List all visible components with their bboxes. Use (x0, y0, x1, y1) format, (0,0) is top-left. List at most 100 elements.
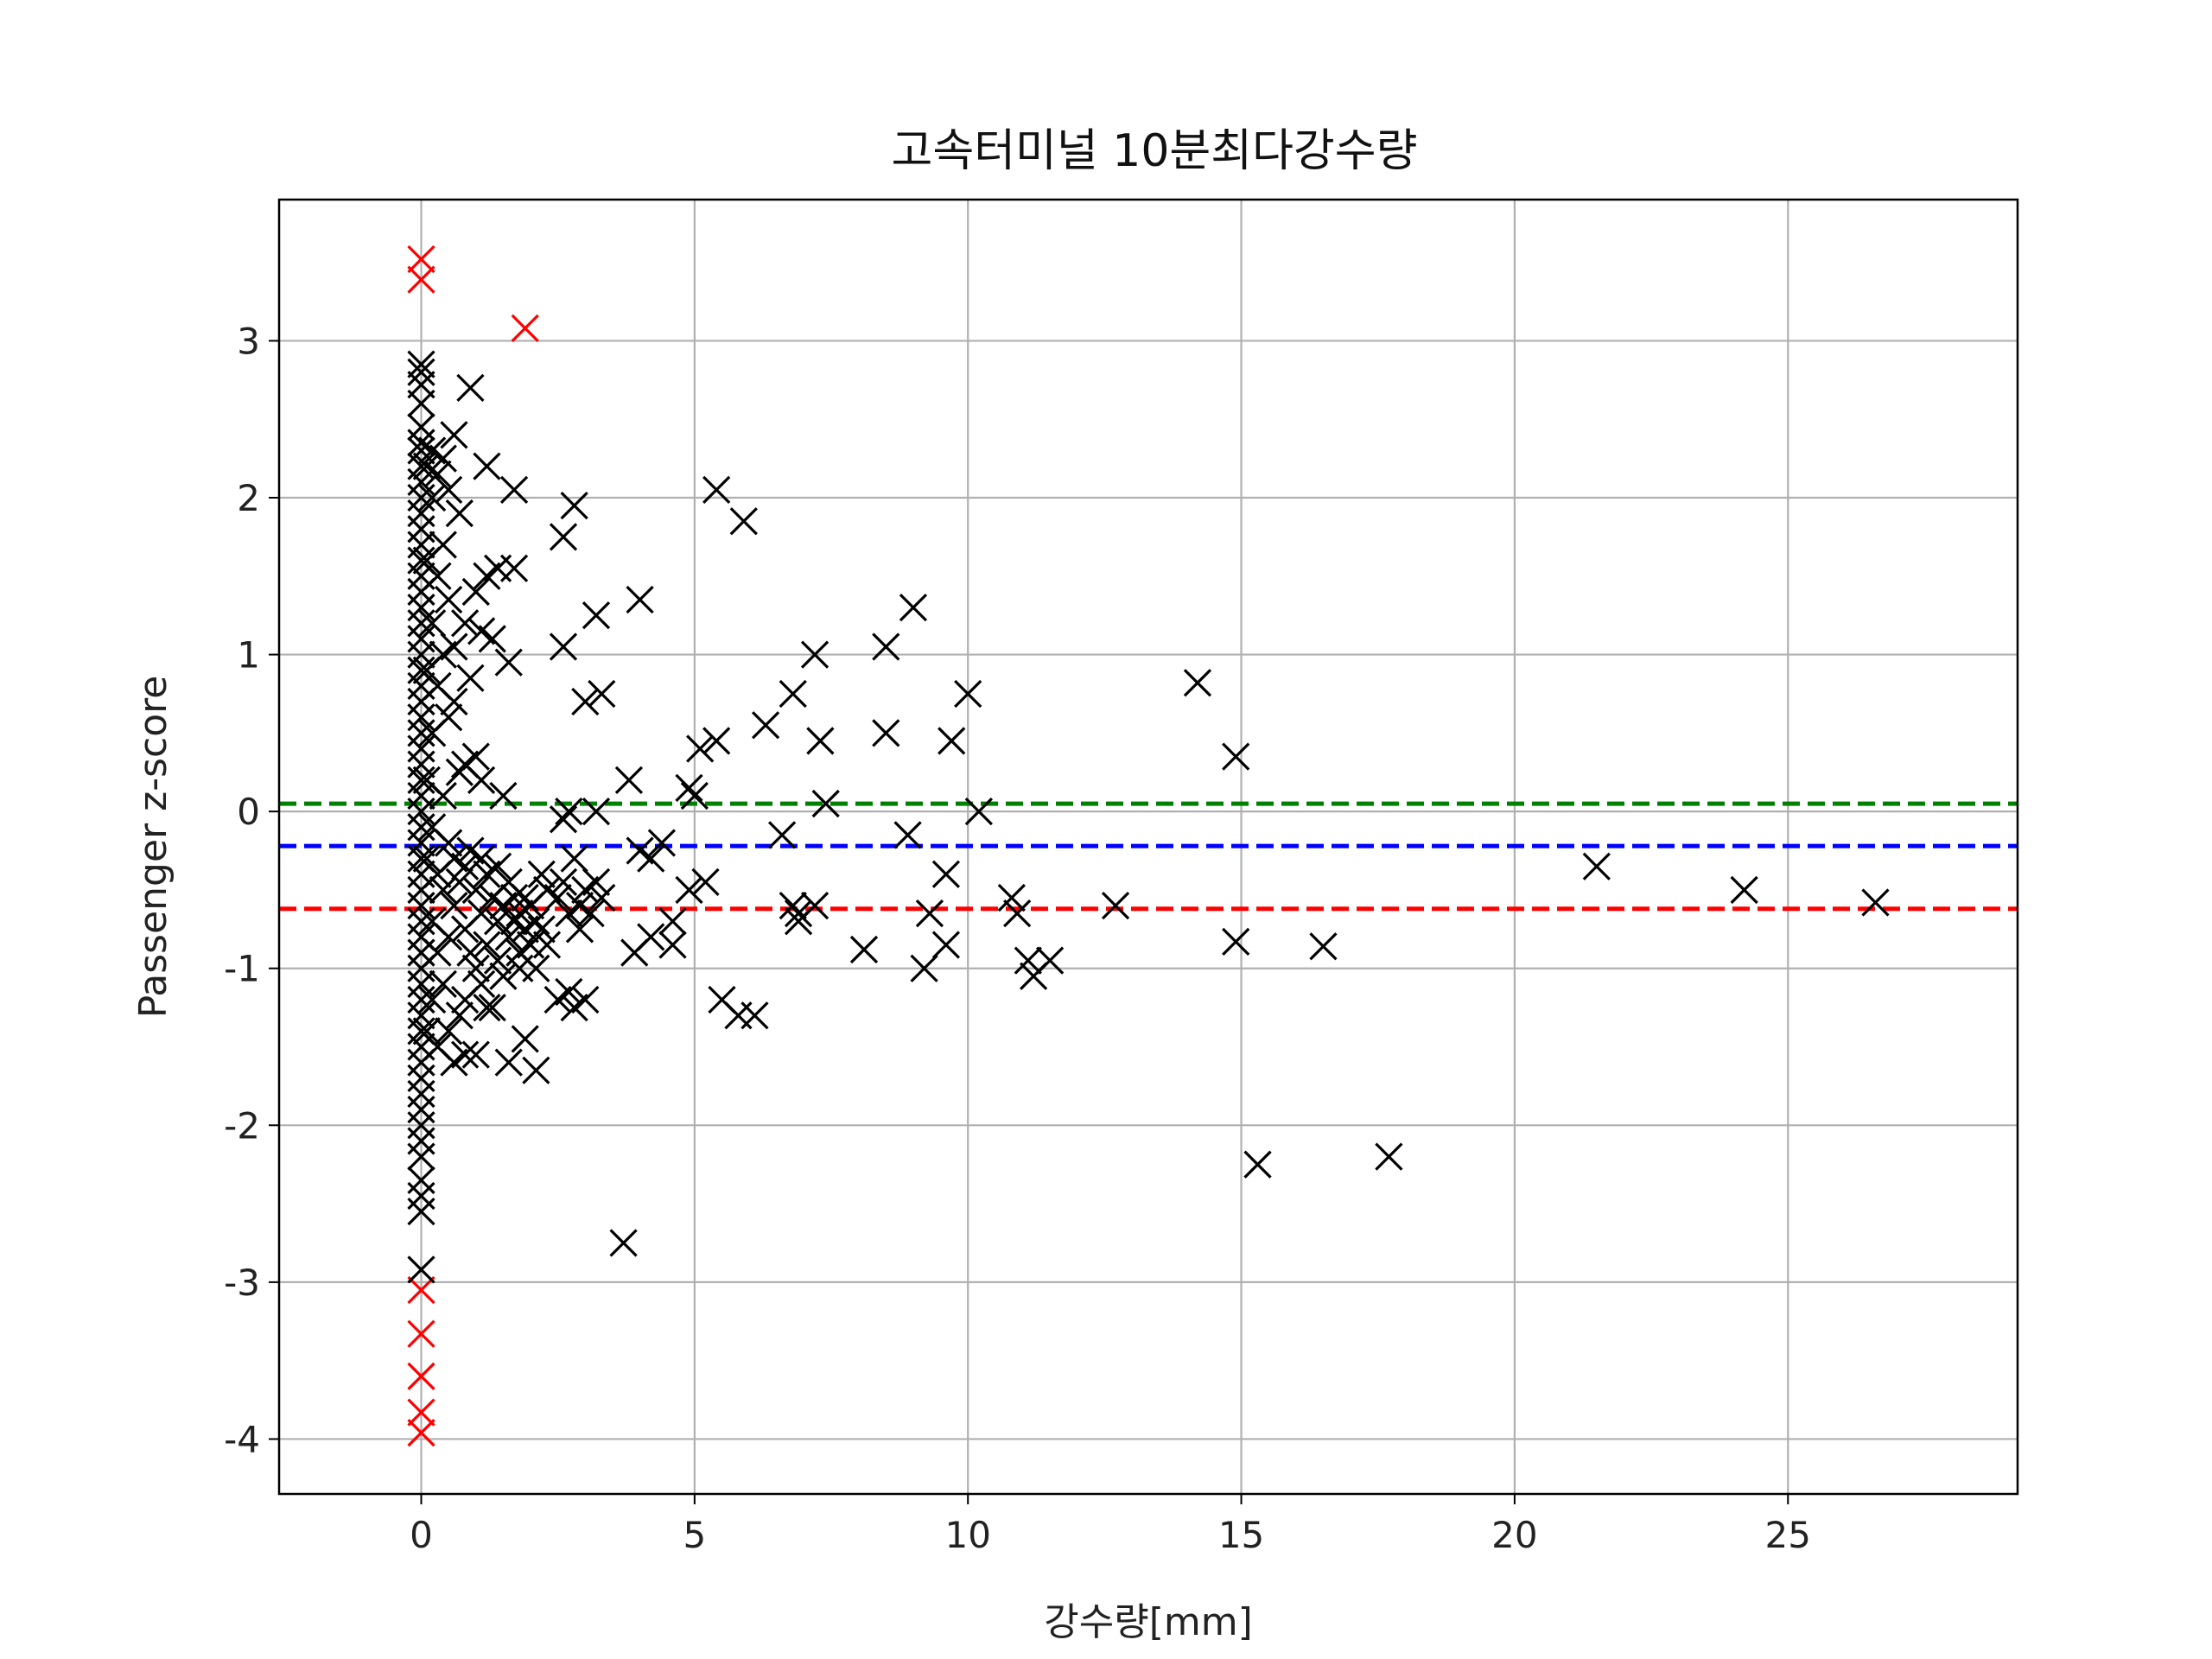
y-axis-label: Passenger z-score (131, 676, 175, 1019)
y-tick-label: 3 (237, 320, 260, 362)
data-point (435, 829, 463, 857)
data-point (1222, 927, 1250, 956)
data-point (494, 1048, 523, 1077)
data-point (1101, 891, 1130, 920)
data-point (691, 868, 720, 896)
data-point (407, 358, 435, 386)
data-point (440, 687, 468, 716)
x-axis-ticks: 0 5 10 15 20 25 (410, 1494, 1811, 1556)
data-point (522, 1056, 550, 1084)
data-point (435, 475, 463, 505)
data-point (658, 931, 687, 959)
y-axis-ticks: -4 -3 -2 -1 0 1 2 3 (224, 320, 279, 1460)
data-point (549, 523, 578, 551)
data-point (473, 993, 501, 1022)
data-point (435, 703, 463, 732)
data-point (429, 969, 457, 999)
chart-title: 고속터미널 10분최다강수량 (892, 125, 1418, 177)
y-tick-label: 2 (237, 477, 260, 519)
data-point (440, 891, 468, 920)
data-point (637, 923, 665, 951)
data-point (549, 868, 578, 896)
y-tick-label: 0 (237, 791, 260, 833)
data-point (478, 625, 506, 653)
data-point (647, 829, 677, 857)
data-point (751, 711, 780, 740)
data-point (931, 860, 961, 888)
data-point (560, 491, 588, 520)
data-point (588, 679, 616, 709)
data-point (499, 883, 529, 912)
x-tick-label: 25 (1765, 1514, 1811, 1556)
data-point (473, 931, 501, 959)
data-point (429, 444, 457, 473)
x-axis-label: 강수량[mm] (1044, 1600, 1253, 1644)
data-point (729, 507, 758, 536)
data-point (954, 679, 982, 709)
data-point (494, 648, 523, 677)
data-point (1222, 742, 1250, 771)
data-point (915, 899, 944, 928)
data-point (407, 1275, 435, 1305)
y-tick-label: -3 (224, 1262, 260, 1304)
data-point (532, 931, 562, 959)
data-point (407, 1398, 435, 1427)
y-tick-label: 1 (237, 634, 260, 677)
data-point (467, 899, 496, 928)
data-point (429, 875, 457, 905)
data-point (499, 554, 529, 582)
data-point (461, 1040, 490, 1069)
data-point (1183, 669, 1212, 697)
data-point (614, 766, 644, 794)
data-point (806, 727, 835, 755)
data-point (767, 821, 797, 849)
data-point (522, 907, 550, 936)
data-point (407, 350, 435, 378)
data-point (435, 1017, 463, 1046)
data-point (407, 1419, 435, 1447)
x-tick-label: 5 (683, 1514, 706, 1556)
data-point (407, 389, 435, 418)
data-point (1003, 899, 1032, 928)
x-tick-label: 0 (410, 1514, 433, 1556)
data-point (522, 954, 550, 982)
data-point (450, 852, 480, 880)
data-point (489, 962, 518, 990)
data-point (494, 923, 523, 951)
data-point (899, 593, 928, 622)
data-point (467, 844, 496, 873)
data-point (910, 954, 938, 982)
data-point (872, 632, 900, 661)
data-point (429, 781, 457, 810)
data-point (407, 1255, 435, 1284)
data-point (741, 1001, 769, 1030)
data-point (418, 483, 447, 512)
data-point (555, 798, 583, 826)
data-point (779, 891, 807, 920)
data-point (445, 499, 474, 528)
data-point (429, 531, 457, 559)
data-point (811, 789, 840, 818)
data-point (456, 373, 485, 403)
data-point (435, 585, 463, 614)
data-point (511, 314, 539, 343)
data-point (582, 601, 611, 630)
data-point (626, 585, 654, 614)
data-point (686, 734, 715, 763)
data-point (576, 899, 605, 928)
data-point (893, 821, 922, 849)
plot-area-frame (277, 198, 2019, 1496)
data-point (467, 766, 496, 794)
data-point (997, 883, 1026, 912)
data-point (571, 687, 600, 716)
x-tick-label: 15 (1218, 1514, 1264, 1556)
y-tick-label: -1 (224, 948, 260, 990)
data-point (407, 1198, 435, 1226)
data-point (499, 475, 529, 505)
data-point (588, 883, 616, 912)
data-point (1861, 888, 1890, 917)
data-points (407, 245, 1890, 1447)
data-point (543, 883, 572, 912)
data-point (549, 632, 578, 661)
